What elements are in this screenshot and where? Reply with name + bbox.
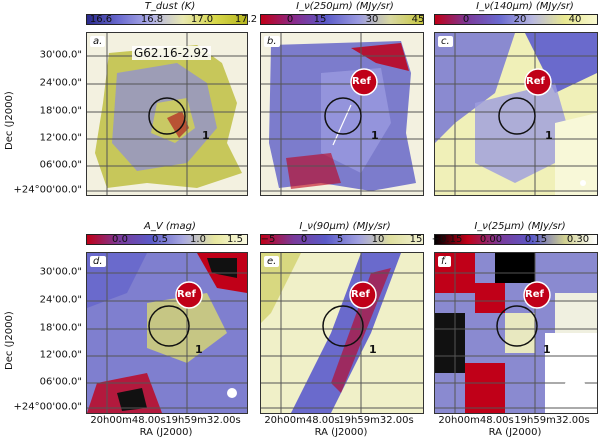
cbar-tick: 0.0	[112, 234, 128, 245]
panel-tag-d: d.	[90, 256, 106, 267]
ref-label: Ref	[351, 289, 370, 300]
dec-tick: +24°00'00.0"	[13, 401, 82, 413]
colorbar-e	[260, 234, 424, 245]
cbar-tick: 17.2	[234, 14, 258, 25]
marker-label: 1	[195, 343, 203, 356]
map-d	[87, 253, 247, 413]
cbar-tick: 0	[300, 234, 308, 245]
y-axis-label-bottom: Dec (J2000)	[4, 311, 15, 370]
cbar-tick: −0.15	[431, 234, 463, 245]
cbar-title-d: A_V (mag)	[144, 221, 196, 232]
cbar-title-a: T_dust (K)	[144, 1, 196, 12]
panel-tag-e: e.	[264, 256, 280, 267]
panel-b: b. Ref 1	[260, 32, 424, 196]
panel-e: e. Ref 1	[260, 252, 424, 414]
dec-tick: +24°00'00.0"	[13, 184, 82, 196]
cbar-tick: 40	[568, 14, 582, 25]
cbar-title-b: I_ν(250μm) (MJy/sr)	[296, 1, 394, 12]
marker-label: 1	[543, 343, 551, 356]
dec-tick: 18'00.0"	[39, 105, 82, 117]
cbar-tick: 15	[313, 14, 327, 25]
colorbar-a	[86, 14, 248, 25]
ra-tick: 19h59m32.00s	[165, 415, 241, 426]
cbar-tick: 17.0	[190, 14, 214, 25]
panel-tag-a: a.	[90, 36, 106, 47]
cbar-tick: 1.0	[190, 234, 206, 245]
ra-tick: 20h00m48.00s	[438, 415, 514, 426]
cbar-tick: 30	[365, 14, 379, 25]
dec-tick: 06'00.0"	[39, 376, 82, 388]
ra-tick: 19h59m32.00s	[514, 415, 590, 426]
cbar-tick: 16.8	[140, 14, 164, 25]
cbar-tick: 16.6	[89, 14, 113, 25]
colorbar-f	[434, 234, 598, 245]
dec-tick: 12'00.0"	[39, 349, 82, 361]
panel-tag-b: b.	[264, 36, 280, 47]
ref-label: Ref	[526, 76, 545, 87]
cbar-tick: 15	[409, 234, 423, 245]
map-e	[261, 253, 423, 413]
panel-f: f. Ref 1	[434, 252, 598, 414]
map-b	[261, 33, 423, 195]
marker-label: 1	[545, 129, 553, 142]
map-a	[87, 33, 247, 195]
colorbar-b	[260, 14, 424, 25]
map-f	[435, 253, 597, 413]
marker-label: 1	[371, 129, 379, 142]
cbar-tick: −5	[260, 234, 276, 245]
x-axis-label: RA (J2000)	[488, 427, 542, 438]
x-axis-label: RA (J2000)	[139, 427, 193, 438]
dec-tick: 30'00.0"	[39, 266, 82, 278]
ra-tick: 20h00m48.00s	[90, 415, 166, 426]
panel-tag-f: f.	[438, 256, 451, 267]
x-axis-label: RA (J2000)	[314, 427, 368, 438]
dec-tick: 24'00.0"	[39, 77, 82, 89]
cbar-tick: 0.15	[524, 234, 548, 245]
dec-tick: 30'00.0"	[39, 49, 82, 61]
cbar-tick: 10	[371, 234, 385, 245]
cbar-tick: 1.5	[227, 234, 243, 245]
cbar-tick: 45	[411, 14, 425, 25]
panel-d: d. Ref 1	[86, 252, 248, 414]
cbar-title-f: I_ν(25μm) (MJy/sr)	[474, 221, 566, 232]
dec-tick: 06'00.0"	[39, 159, 82, 171]
dec-tick: 12'00.0"	[39, 132, 82, 144]
marker-label: 1	[202, 129, 210, 142]
cbar-title-e: I_ν(90μm) (MJy/sr)	[299, 221, 391, 232]
dec-tick: 18'00.0"	[39, 322, 82, 334]
cbar-title-c: I_ν(140μm) (MJy/sr)	[476, 1, 574, 12]
dec-tick: 24'00.0"	[39, 294, 82, 306]
marker-label: 1	[369, 343, 377, 356]
panel-a: a. G62.16-2.92 1	[86, 32, 248, 196]
map-c	[435, 33, 597, 195]
object-name: G62.16-2.92	[132, 46, 211, 60]
cbar-tick: 0	[462, 14, 470, 25]
ra-tick: 19h59m32.00s	[338, 415, 414, 426]
ref-label: Ref	[352, 76, 371, 87]
ref-label: Ref	[525, 289, 544, 300]
cbar-tick: 0.00	[479, 234, 503, 245]
cbar-tick: 5	[336, 234, 344, 245]
cbar-tick: 0.30	[566, 234, 590, 245]
cbar-tick: 0.5	[152, 234, 168, 245]
cbar-tick: 20	[513, 14, 527, 25]
ref-label: Ref	[177, 289, 196, 300]
colorbar-c	[434, 14, 598, 25]
colorbar-d	[86, 234, 248, 245]
ra-tick: 20h00m48.00s	[264, 415, 340, 426]
cbar-tick: 0	[286, 14, 294, 25]
panel-tag-c: c.	[438, 36, 453, 47]
panel-c: c. Ref 1	[434, 32, 598, 196]
y-axis-label-top: Dec (J2000)	[4, 91, 15, 150]
